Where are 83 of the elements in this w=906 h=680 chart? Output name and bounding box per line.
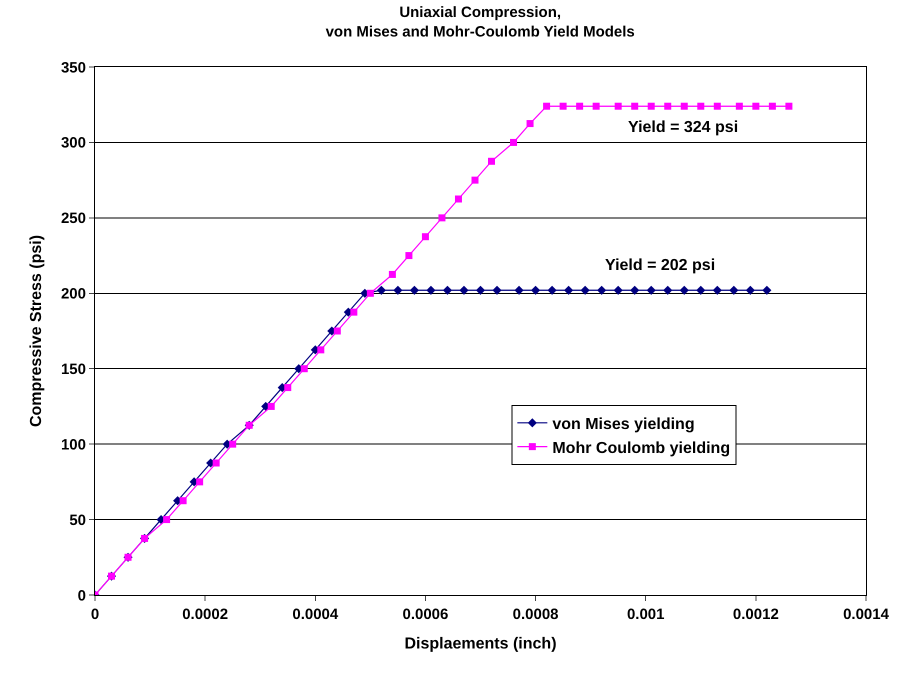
x-tick-label: 0.0008 [512,606,559,623]
point [631,102,638,110]
x-tick-label: 0.0014 [843,606,890,623]
annotation: Yield = 202 psi [605,257,716,274]
point [580,286,590,295]
point [548,286,557,295]
point [196,478,204,486]
point [212,460,220,466]
point [752,102,760,110]
y-tick-label: 100 [60,436,86,454]
point [422,233,429,240]
y-axis-title: Compressive Stress (psi) [28,234,45,428]
point [410,286,419,295]
point [376,286,386,295]
x-tick-label: 0.0004 [292,606,339,623]
point [663,286,672,295]
y-tick-label: 300 [60,134,86,152]
point [492,286,502,295]
point [785,102,792,110]
point [488,158,496,165]
point [614,102,622,110]
x-tick-label: 0.0002 [182,606,228,623]
point [268,402,275,410]
point [366,290,374,297]
point [664,102,672,110]
point [576,102,584,110]
point [317,346,324,354]
x-axis-title: Displaements (inch) [404,636,557,653]
y-tick-label: 200 [60,286,86,303]
point [476,286,486,295]
point [334,328,341,334]
annotation: Yield = 324 psi [628,119,738,136]
point [163,516,170,524]
x-tick-label: 0.0012 [732,606,779,623]
point [426,286,436,295]
y-tick-label: 50 [69,512,86,529]
point [697,102,704,110]
x-tick-label: 0.001 [626,606,664,623]
point [714,102,721,110]
point [300,365,308,372]
chart-title: Uniaxial Compression, von Mises and Mohr-Coulomb Yield Models [326,4,635,40]
point [229,440,236,448]
point [438,214,446,222]
point [680,286,689,295]
point [442,286,452,295]
point [648,102,655,110]
point [680,102,688,110]
point [729,286,738,295]
point [388,270,396,278]
point [712,286,722,295]
point [454,196,462,202]
point [405,252,412,260]
point [630,286,640,295]
point [564,286,574,295]
y-tick-label: 150 [60,360,86,378]
point [526,120,534,128]
point [510,138,518,146]
point [459,286,469,295]
y-tick-label: 0 [78,587,86,604]
x-tick-label: 0.0006 [402,606,448,623]
point [471,176,478,184]
point [736,102,743,110]
point [284,384,292,392]
point [543,102,550,110]
point [762,286,772,295]
point [696,286,706,295]
point [560,102,567,110]
legend-label: Mohr Coulomb yielding [552,440,730,457]
legend-label: von Mises yielding [552,416,695,434]
point [393,286,402,295]
point [531,286,540,295]
point [514,286,524,295]
x-tick-label: 0 [90,606,100,623]
point [768,102,776,110]
point [746,286,755,295]
y-tick-label: 250 [60,210,86,228]
point [597,286,606,295]
y-tick-label: 350 [60,59,86,76]
point [180,497,187,504]
point [646,286,656,295]
point [350,308,358,316]
point [614,286,623,295]
point [592,102,600,110]
